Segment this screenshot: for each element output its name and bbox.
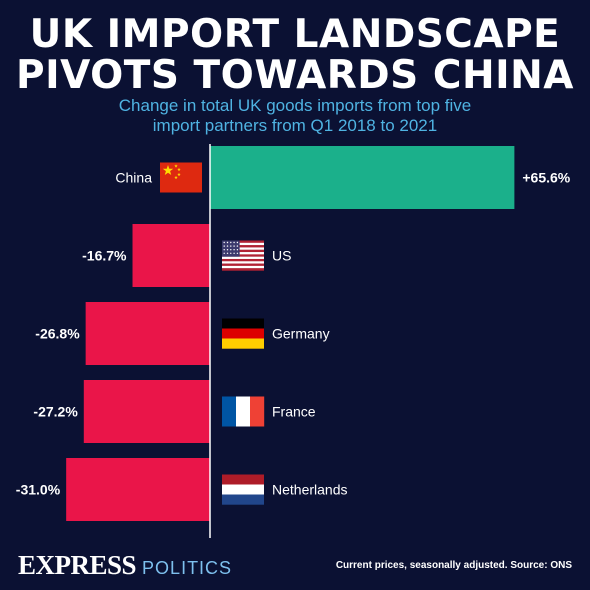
- title-line-1: UK IMPORT LANDSCAPE: [29, 12, 561, 57]
- category-label-netherlands: Netherlands: [272, 482, 348, 498]
- category-label-us: US: [272, 248, 291, 264]
- bar-us: [132, 224, 210, 287]
- bar-china: [210, 146, 515, 209]
- value-label-us: -16.7%: [82, 248, 127, 264]
- value-label-germany: -26.8%: [35, 326, 80, 342]
- brand-name: EXPRESS: [18, 550, 137, 580]
- bar-netherlands: [66, 458, 210, 521]
- subtitle-line-1: Change in total UK goods imports from to…: [118, 96, 472, 115]
- category-label-germany: Germany: [272, 326, 330, 342]
- chart-subtitle: Change in total UK goods imports from to…: [0, 96, 590, 136]
- france-flag-icon: [222, 396, 265, 427]
- bar-germany: [85, 302, 210, 365]
- source-note: Current prices, seasonally adjusted. Sou…: [335, 560, 572, 571]
- us-flag-icon: [222, 240, 264, 271]
- chart-title: UK IMPORT LANDSCAPE PIVOTS TOWARDS CHINA: [0, 14, 590, 96]
- china-flag-icon: [160, 162, 202, 193]
- netherlands-flag-icon: [222, 474, 264, 505]
- title-line-2: PIVOTS TOWARDS CHINA: [16, 53, 574, 98]
- value-label-netherlands: -31.0%: [16, 482, 61, 498]
- brand-logo: EXPRESS POLITICS: [18, 550, 232, 581]
- category-label-china: China: [115, 170, 152, 186]
- brand-section: POLITICS: [142, 558, 233, 578]
- germany-flag-icon: [222, 318, 264, 349]
- category-label-france: France: [272, 404, 316, 420]
- value-label-france: -27.2%: [33, 404, 78, 420]
- subtitle-line-2: import partners from Q1 2018 to 2021: [152, 116, 438, 135]
- bar-france: [83, 380, 210, 443]
- value-label-china: +65.6%: [522, 170, 570, 186]
